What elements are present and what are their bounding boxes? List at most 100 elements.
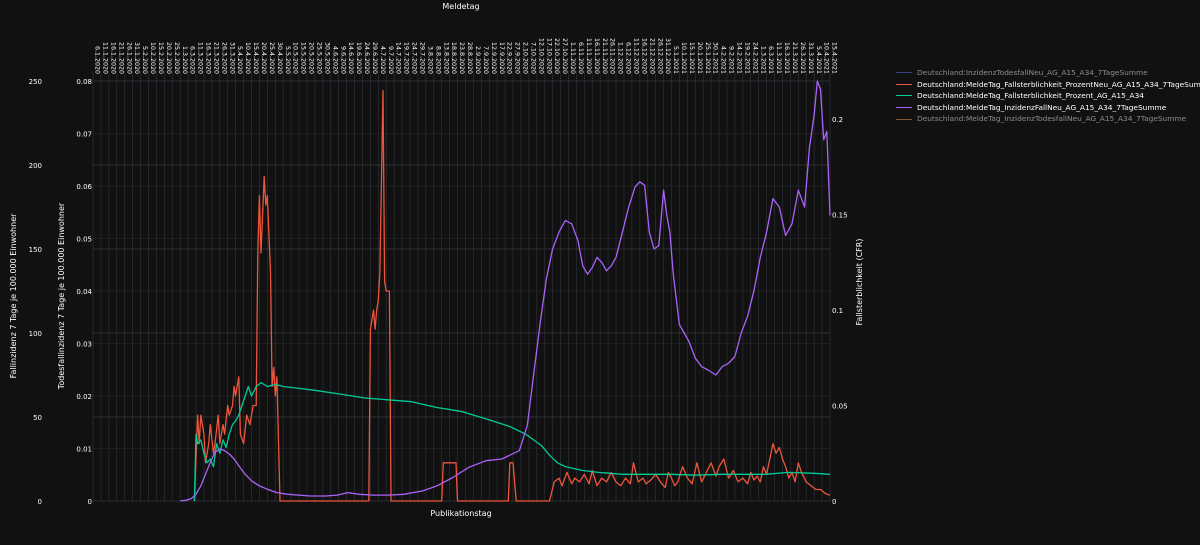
x-tick-label: 19.6.2020	[355, 42, 362, 74]
x-tick-label: 6.3.2020	[189, 46, 196, 74]
x-tick-label: 20.2.2020	[165, 42, 172, 74]
legend-item[interactable]: Deutschland:MeldeTag_Fallsterblichkeit_P…	[896, 90, 1200, 102]
x-tick-label: 17.10.2020	[545, 38, 552, 74]
x-tick-label: 15.1.2021	[688, 42, 695, 74]
x-tick-label: 19.7.2020	[403, 42, 410, 74]
x-tick-label: 29.6.2020	[371, 42, 378, 74]
x-tick-label: 14.7.2020	[395, 42, 402, 74]
x-tick-label: 11.3.2021	[775, 42, 782, 74]
legend-swatch	[896, 83, 912, 85]
x-tick-label: 29.7.2020	[419, 42, 426, 74]
legend-item[interactable]: Deutschland:MeldeTag_Fallsterblichkeit_P…	[896, 79, 1200, 91]
x-tick-label: 5.5.2020	[284, 46, 291, 74]
x-tick-label: 24.6.2020	[363, 42, 370, 74]
x-tick-label: 11.1.2020	[102, 42, 109, 74]
x-tick-label: 22.10.2020	[553, 38, 560, 74]
x-tick-label: 21.12.2020	[648, 38, 655, 74]
legend-label: Deutschland:MeldeTag_InzidenzTodesfallNe…	[917, 114, 1187, 124]
x-tick-label: 20.1.2021	[696, 42, 703, 74]
x-tick-label: 7.9.2020	[482, 46, 489, 74]
y-outer-tick-label: 0	[38, 498, 42, 506]
x-tick-label: 16.12.2020	[640, 38, 647, 74]
x-tick-label: 22.9.2020	[506, 42, 513, 74]
x-tick-label: 4.2.2021	[720, 46, 727, 74]
x-tick-label: 28.8.2020	[466, 42, 473, 74]
x-tick-label: 15.4.2020	[252, 42, 259, 74]
x-tick-label: 9.2.2021	[728, 46, 735, 74]
y-axis-inner-title: Todesfallinzidenz 7 Tage je 100.000 Einw…	[57, 202, 66, 390]
x-tick-label: 1.11.2020	[569, 42, 576, 74]
x-tick-label: 6.3.2021	[767, 46, 774, 74]
x-tick-label: 12.10.2020	[537, 38, 544, 74]
y-axis-right-title: Fallsterblichkeit (CFR)	[855, 239, 864, 326]
x-tick-label: 6.12.2020	[625, 42, 632, 74]
x-tick-label: 10.2.2020	[149, 42, 156, 74]
x-tick-label: 8.8.2020	[434, 46, 441, 74]
y-axis-outer-title: Fallinzidenz 7 Tage je 100.000 Einwohner	[9, 213, 18, 379]
x-tick-label: 26.3.2021	[799, 42, 806, 74]
x-tick-label: 25.5.2020	[315, 42, 322, 74]
x-tick-label: 20.4.2020	[260, 42, 267, 74]
y-inner-tick-label: 0.06	[76, 183, 92, 191]
x-tick-label: 9.7.2020	[387, 46, 394, 74]
x-tick-label: 25.2.2020	[173, 42, 180, 74]
x-tick-label: 15.5.2020	[300, 42, 307, 74]
x-tick-label: 11.12.2020	[632, 38, 639, 74]
x-tick-label: 25.4.2020	[268, 42, 275, 74]
x-tick-label: 20.5.2020	[308, 42, 315, 74]
x-tick-label: 6.11.2020	[577, 42, 584, 74]
legend-swatch	[896, 118, 912, 120]
x-tick-label: 24.2.2021	[751, 42, 758, 74]
x-tick-label: 21.3.2020	[212, 42, 219, 74]
y-inner-tick-label: 0.07	[76, 131, 92, 139]
legend-item[interactable]: Deutschland:InzidenzTodesfallNeu_AG_A15_…	[896, 67, 1200, 79]
x-tick-label: 30.5.2020	[323, 42, 330, 74]
y-inner-tick-label: 0	[88, 498, 92, 506]
x-tick-label: 24.7.2020	[411, 42, 418, 74]
x-tick-label: 3.8.2020	[426, 46, 433, 74]
x-tick-label: 10.4.2020	[244, 42, 251, 74]
x-tick-label: 16.3.2020	[205, 42, 212, 74]
x-tick-label: 16.11.2020	[593, 38, 600, 74]
y-inner-tick-label: 0.04	[76, 288, 92, 296]
y-right-tick-label: 0.2	[832, 116, 843, 124]
y-inner-tick-label: 0.02	[76, 393, 92, 401]
y-right-tick-label: 0.1	[832, 307, 843, 315]
x-tick-label: 5.2.2020	[141, 46, 148, 74]
x-tick-label: 4.7.2020	[379, 46, 386, 74]
x-tick-label: 9.6.2020	[339, 46, 346, 74]
x-tick-label: 26.1.2020	[125, 42, 132, 74]
legend-item[interactable]: Deutschland:MeldeTag_InzidenzFallNeu_AG_…	[896, 102, 1200, 114]
x-tick-label: 2.9.2020	[474, 46, 481, 74]
x-tick-label: 21.11.2020	[601, 38, 608, 74]
x-tick-label: 6.1.2020	[94, 46, 101, 74]
x-tick-label: 5.4.2021	[815, 46, 822, 74]
legend-swatch	[896, 107, 912, 109]
x-tick-label: 26.11.2020	[609, 38, 616, 74]
x-tick-label: 13.8.2020	[442, 42, 449, 74]
y-right-tick-label: 0.15	[832, 212, 848, 220]
y-right-tick-label: 0	[832, 498, 836, 506]
legend-label: Deutschland:MeldeTag_Fallsterblichkeit_P…	[917, 91, 1144, 101]
x-tick-label: 11.11.2020	[585, 38, 592, 74]
x-tick-label: 26.3.2020	[220, 42, 227, 74]
chart-legend: Deutschland:InzidenzTodesfallNeu_AG_A15_…	[896, 67, 1200, 125]
x-tick-label: 16.1.2020	[109, 42, 116, 74]
legend-item[interactable]: Deutschland:MeldeTag_InzidenzTodesfallNe…	[896, 113, 1200, 125]
x-tick-label: 11.3.2020	[197, 42, 204, 74]
x-axis-title: Publikationstag	[430, 509, 491, 518]
x-tick-label: 15.4.2021	[831, 42, 838, 74]
y-outer-tick-label: 100	[29, 330, 42, 338]
y-inner-tick-label: 0.03	[76, 341, 92, 349]
x-tick-label: 21.1.2020	[117, 42, 124, 74]
x-tick-label: 1.12.2020	[617, 42, 624, 74]
axes: 6.1.2020 11.1.2020 16.1.2020 21.1.2020 26.1.…	[29, 38, 848, 506]
x-tick-label: 7.10.2020	[529, 42, 536, 74]
y-outer-tick-label: 200	[29, 162, 42, 170]
legend-swatch	[896, 72, 912, 74]
x-tick-label: 4.6.2020	[331, 46, 338, 74]
x-tick-label: 30.1.2021	[712, 42, 719, 74]
legend-swatch	[896, 95, 912, 97]
